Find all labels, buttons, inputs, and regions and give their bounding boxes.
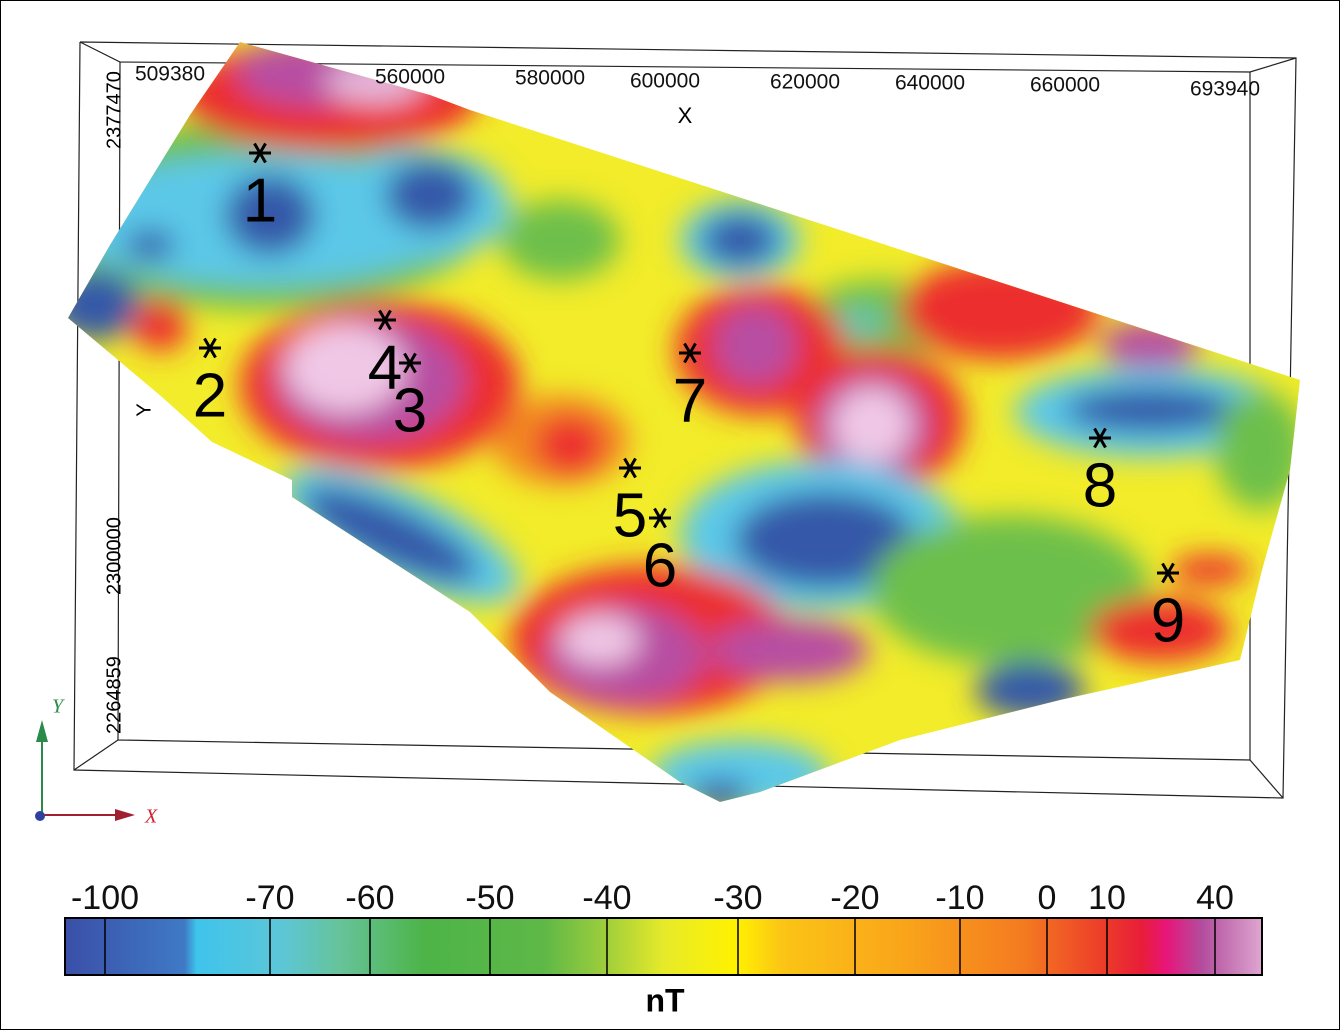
colorbar-unit: nT	[645, 982, 685, 1018]
station-label: 2	[193, 361, 227, 430]
colorbar-tick-label: 0	[1038, 879, 1057, 917]
colorbar-tick-label: 40	[1196, 879, 1234, 917]
colorbar-tick-label: -100	[71, 879, 139, 917]
colorbar-tick-label: -10	[935, 879, 984, 917]
colorbar-tick-label: -20	[830, 879, 879, 917]
y-tick-label: 2264859	[103, 656, 125, 734]
x-tick-label: 660000	[1030, 74, 1100, 97]
triad-x: X	[144, 806, 158, 828]
station-label: 6	[643, 531, 677, 600]
x-tick-label: 693940	[1190, 78, 1260, 101]
station-label: 8	[1083, 451, 1117, 520]
colorbar-tick-label: -60	[345, 879, 394, 917]
x-tick-label: 509380	[135, 63, 205, 86]
station-label: 4	[368, 333, 402, 402]
colorbar-tick-label: -70	[245, 879, 294, 917]
triad-y: Y	[52, 696, 65, 718]
y-tick-label: 2300000	[103, 517, 125, 595]
colorbar-tick-label: -40	[582, 879, 631, 917]
station-label: 7	[673, 366, 707, 435]
colorbar-tick-label: -50	[465, 879, 514, 917]
page: -100-70-60-50-40-30-20-1001040nT 5093805…	[0, 0, 1340, 1030]
colorbar-tick-label: -30	[713, 879, 762, 917]
x-tick-label: 580000	[515, 67, 585, 90]
y-axis-label: Y	[133, 403, 155, 416]
station-label: 9	[1151, 586, 1185, 655]
x-tick-label: 640000	[895, 72, 965, 95]
colorbar-tick-label: 10	[1088, 879, 1126, 917]
station-label: 1	[243, 166, 277, 235]
x-tick-label: 560000	[375, 66, 445, 89]
x-axis-label: X	[678, 103, 693, 128]
y-tick-label: 2377470	[103, 71, 125, 149]
colorbar	[65, 918, 1262, 975]
x-tick-label: 600000	[630, 70, 700, 93]
x-tick-label: 620000	[770, 71, 840, 94]
